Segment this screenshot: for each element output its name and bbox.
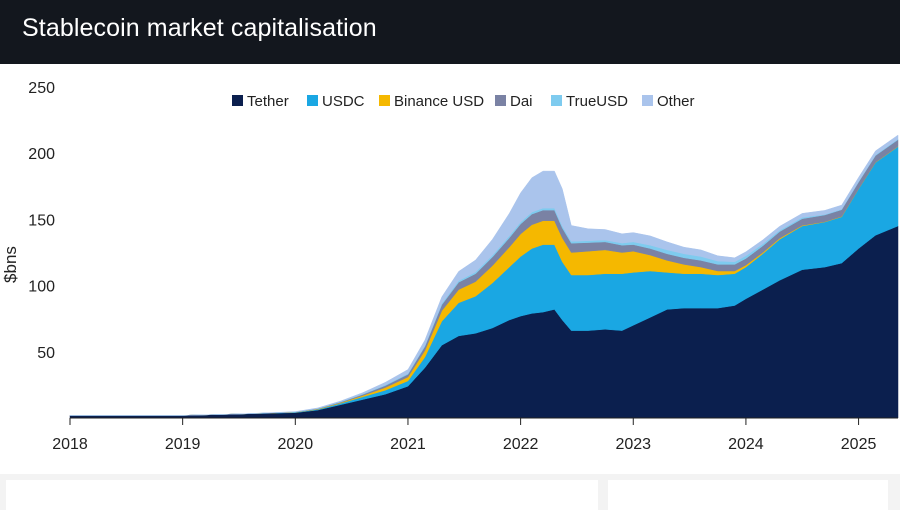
legend: Tether USDC Binance USD Dai TrueUSD Other [232,93,695,110]
title-bar: Stablecoin market capitalisation [0,0,900,64]
x-tick-label: 2025 [841,436,877,453]
legend-swatch [642,95,653,106]
x-tick-label: 2022 [503,436,539,453]
legend-label: Tether [247,93,289,110]
legend-label: Other [657,93,695,110]
legend-label: TrueUSD [566,93,628,110]
legend-item-dai: Dai [495,93,533,110]
legend-swatch [551,95,562,106]
stacked-areas [69,134,899,419]
legend-swatch [379,95,390,106]
y-axis-label: $bns [1,246,20,283]
x-tick-label: 2024 [728,436,764,453]
legend-label: Binance USD [394,93,484,110]
legend-item-binance-usd: Binance USD [379,93,484,110]
y-tick-label: 250 [28,80,55,97]
legend-item-other: Other [642,93,695,110]
x-tick-label: 2020 [278,436,314,453]
legend-item-usdc: USDC [307,93,365,110]
x-tick-label: 2023 [615,436,651,453]
x-axis-ticks: 2018 2019 2020 2021 2022 2023 2024 2025 [52,418,876,453]
x-tick-label: 2021 [390,436,426,453]
legend-swatch [495,95,506,106]
area-series-other [70,134,899,416]
legend-item-trueusd: TrueUSD [551,93,628,110]
legend-swatch [232,95,243,106]
x-tick-label: 2019 [165,436,201,453]
x-tick-label: 2018 [52,436,88,453]
legend-item-tether: Tether [232,93,289,110]
y-tick-label: 100 [28,279,55,296]
legend-label: Dai [510,93,533,110]
legend-swatch [307,95,318,106]
y-tick-label: 150 [28,212,55,229]
legend-label: USDC [322,93,365,110]
y-tick-label: 50 [37,345,55,362]
page-title: Stablecoin market capitalisation [22,14,377,42]
footer-panel-right [608,480,888,510]
y-axis-ticks: 50 100 150 200 250 [28,80,55,362]
stablecoin-area-chart: 2018 2019 2020 2021 2022 2023 2024 2025 50 100 15… [1,80,899,453]
y-tick-label: 200 [28,146,55,163]
footer-panel-left [6,480,598,510]
